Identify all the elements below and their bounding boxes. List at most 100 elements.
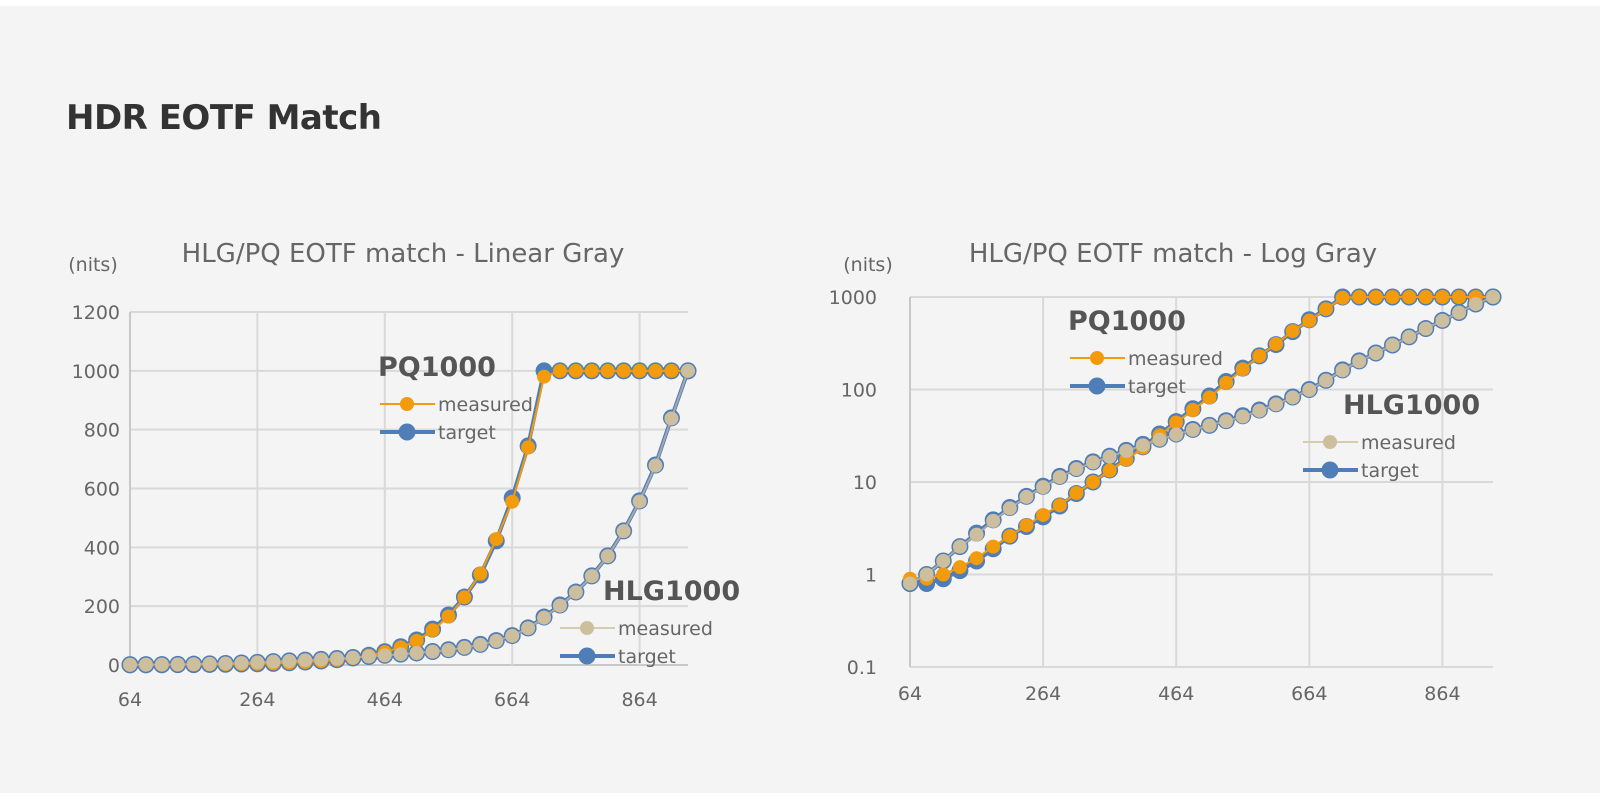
y-axis-label: (nits) <box>68 254 118 276</box>
data-point <box>202 656 217 671</box>
chart-2: HLG/PQ EOTF match - Log Gray (nits) 0.1 1 10… <box>829 239 1502 705</box>
legend-pq1000: PQ1000 measured target <box>378 352 533 444</box>
data-point <box>1169 415 1184 430</box>
data-point <box>154 657 169 672</box>
legend-marker <box>1321 461 1339 479</box>
data-point <box>1069 462 1084 477</box>
y-tick-label: 0.1 <box>847 657 877 679</box>
data-point <box>1435 290 1450 304</box>
data-point <box>1086 455 1101 470</box>
data-point <box>457 590 472 605</box>
data-point <box>952 560 967 575</box>
data-point <box>1385 338 1400 353</box>
data-point <box>1019 518 1034 533</box>
data-point <box>616 524 631 539</box>
chart-title: HLG/PQ EOTF match - Log Gray <box>969 239 1377 269</box>
data-point <box>986 513 1001 528</box>
data-point <box>457 640 472 655</box>
data-point <box>1019 489 1034 504</box>
x-tick-label: 464 <box>1158 683 1194 705</box>
y-tick-label: 0 <box>108 655 120 677</box>
data-point <box>1102 463 1117 478</box>
data-point <box>952 539 967 554</box>
data-point <box>568 363 583 378</box>
data-point <box>919 567 934 582</box>
data-point <box>1219 375 1234 390</box>
data-point <box>505 494 520 509</box>
data-point <box>441 642 456 657</box>
data-point <box>425 623 440 638</box>
data-point <box>1036 480 1051 495</box>
data-point <box>1402 290 1417 304</box>
legend-marker <box>1323 435 1337 449</box>
data-point <box>1352 290 1367 304</box>
data-point <box>250 655 265 670</box>
x-tick-label: 664 <box>1291 683 1327 705</box>
series-hlg1000-measured <box>123 363 695 672</box>
data-point <box>1135 438 1150 453</box>
x-tick-label: 664 <box>494 689 530 711</box>
data-point <box>1368 290 1383 304</box>
data-point <box>1052 470 1067 485</box>
data-point <box>489 633 504 648</box>
data-point <box>969 551 984 566</box>
legend-label: measured <box>1361 432 1456 454</box>
data-point <box>648 363 663 378</box>
data-point <box>1468 297 1483 312</box>
legend-label: target <box>438 422 496 444</box>
data-point <box>361 649 376 664</box>
data-point <box>1002 501 1017 516</box>
data-point <box>377 648 392 663</box>
data-point <box>123 657 137 672</box>
data-point <box>664 363 679 378</box>
data-point <box>616 363 631 378</box>
data-point <box>314 652 329 667</box>
data-point <box>393 647 408 662</box>
data-point <box>1002 529 1017 544</box>
data-point <box>1235 409 1250 424</box>
data-point <box>1285 324 1300 339</box>
data-point <box>648 458 663 473</box>
data-point <box>1219 414 1234 429</box>
data-point <box>1335 363 1350 378</box>
series-line <box>130 368 688 667</box>
data-point <box>489 532 504 547</box>
chart-1: HLG/PQ EOTF match - Linear Gray (nits) 0 20… <box>68 239 740 711</box>
data-point <box>234 655 249 670</box>
data-point <box>969 527 984 542</box>
data-point <box>1185 403 1200 418</box>
data-point <box>1452 305 1467 320</box>
data-point <box>568 585 583 600</box>
data-point <box>936 567 951 582</box>
data-point <box>1102 449 1117 464</box>
data-point <box>473 637 488 652</box>
y-tick-label: 600 <box>84 479 120 501</box>
data-point <box>1235 362 1250 377</box>
x-tick-label: 64 <box>118 689 142 711</box>
data-point <box>170 657 185 672</box>
data-point <box>409 633 424 648</box>
data-point <box>1418 321 1433 336</box>
y-tick-label: 1000 <box>72 361 120 383</box>
data-point <box>409 645 424 660</box>
data-point <box>138 657 153 672</box>
data-point <box>1302 313 1317 328</box>
y-tick-label: 200 <box>84 596 120 618</box>
data-point <box>218 656 233 671</box>
data-point <box>505 628 520 643</box>
data-point <box>664 411 679 426</box>
y-axis-label: (nits) <box>843 254 893 276</box>
data-point <box>681 363 695 378</box>
data-point <box>1252 403 1267 418</box>
data-point <box>1352 354 1367 369</box>
data-point <box>186 657 201 672</box>
data-point <box>552 363 567 378</box>
data-point <box>266 654 281 669</box>
data-point <box>584 569 599 584</box>
data-point <box>936 553 951 568</box>
page-title: HDR EOTF Match <box>66 98 382 138</box>
legend-label: measured <box>618 618 713 640</box>
y-tick-label: 100 <box>841 380 877 402</box>
series-line <box>129 370 690 667</box>
legend-hlg1000: HLG1000 measured target <box>1303 390 1480 482</box>
